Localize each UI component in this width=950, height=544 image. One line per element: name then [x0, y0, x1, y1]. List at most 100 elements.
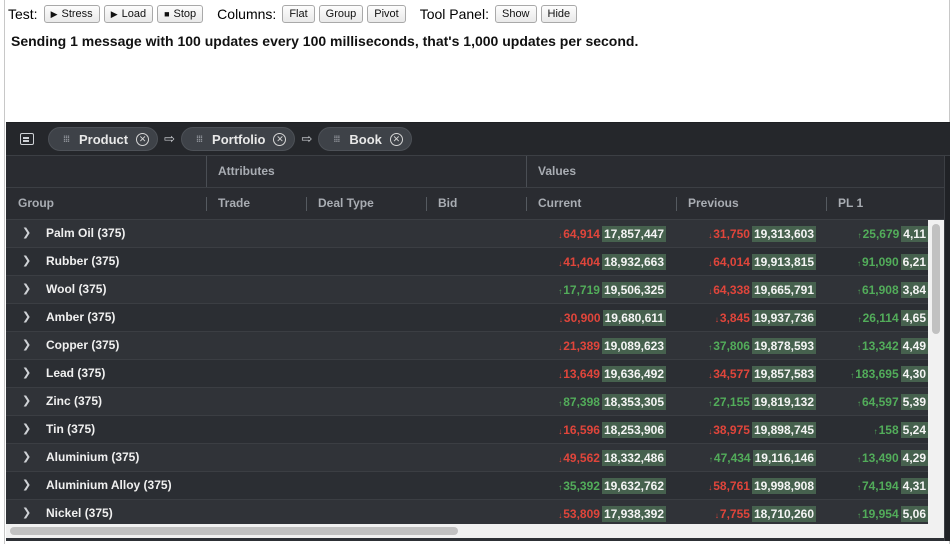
previous-delta: ↓58,761 — [708, 478, 750, 493]
chevron-right-icon[interactable]: ❯ — [22, 339, 32, 351]
vertical-scroll-thumb[interactable] — [932, 224, 940, 334]
chevron-right-icon[interactable]: ❯ — [22, 227, 32, 239]
row-group-chip-label: Portfolio — [212, 131, 266, 147]
pl1-cell: ↑64,597 5,39 — [816, 388, 928, 415]
column-resize-handle[interactable] — [826, 197, 827, 211]
current-cell: ↓53,809 17,938,392 — [526, 500, 666, 527]
previous-value: 19,898,745 — [751, 421, 816, 438]
current-cell: ↓13,649 19,636,492 — [526, 360, 666, 387]
current-delta: ↑17,719 — [558, 282, 600, 297]
table-row[interactable]: ❯ Rubber (375) ↓41,404 18,932,663 ↓64,01… — [6, 248, 928, 276]
table-row[interactable]: ❯ Amber (375) ↓30,900 19,680,611 ↓3,845 … — [6, 304, 928, 332]
delta-arrow-icon: ↑ — [708, 454, 713, 464]
table-row[interactable]: ❯ Aluminium (375) ↓49,562 18,332,486 ↑47… — [6, 444, 928, 472]
horizontal-scroll-thumb[interactable] — [10, 527, 458, 535]
hide-button[interactable]: Hide — [540, 5, 578, 23]
chevron-right-icon[interactable]: ❯ — [22, 395, 32, 407]
current-delta: ↓21,389 — [558, 338, 600, 353]
row-group-drop-zone[interactable]: ⁞⁞⁞ Product ✕ ⇨ ⁞⁞⁞ Portfolio ✕ ⇨ ⁞⁞⁞ Bo… — [6, 123, 950, 156]
remove-icon[interactable]: ✕ — [136, 132, 150, 146]
delta-arrow-icon: ↑ — [857, 314, 862, 324]
column-resize-handle[interactable] — [306, 197, 307, 211]
pivot-button[interactable]: Pivot — [367, 5, 406, 23]
current-cell: ↓64,914 17,857,447 — [526, 220, 666, 247]
column-resize-handle[interactable] — [206, 197, 207, 211]
delta-arrow-icon: ↓ — [708, 426, 713, 436]
chevron-right-icon[interactable]: ❯ — [22, 451, 32, 463]
chevron-right-icon[interactable]: ❯ — [22, 283, 32, 295]
column-resize-handle[interactable] — [426, 197, 427, 211]
table-row[interactable]: ❯ Nickel (375) ↓53,809 17,938,392 ↓7,755… — [6, 500, 928, 528]
drag-handle-icon[interactable]: ⁞⁞⁞ — [333, 134, 340, 144]
header-group-separator — [526, 156, 527, 187]
pl1-value: 4,65 — [900, 309, 928, 326]
pl1-delta: ↑13,342 — [856, 338, 899, 353]
column-header-previous[interactable]: Previous — [688, 196, 739, 210]
show-button[interactable]: Show — [494, 5, 537, 23]
column-header-trade[interactable]: Trade — [218, 196, 251, 210]
chevron-right-icon[interactable]: ❯ — [22, 367, 32, 379]
table-row[interactable]: ❯ Zinc (375) ↑87,398 18,353,305 ↑27,155 … — [6, 388, 928, 416]
header-group-attributes[interactable]: Attributes — [218, 164, 275, 178]
column-header-group[interactable]: Group — [18, 196, 54, 210]
group-cell: Nickel (375) — [46, 506, 113, 520]
group-cell: Lead (375) — [46, 366, 106, 380]
current-cell: ↑17,719 19,506,325 — [526, 276, 666, 303]
previous-delta: ↓64,014 — [708, 254, 750, 269]
chevron-right-icon[interactable]: ❯ — [22, 479, 32, 491]
row-group-chip-portfolio[interactable]: ⁞⁞⁞ Portfolio ✕ — [181, 127, 296, 151]
table-row[interactable]: ❯ Wool (375) ↑17,719 19,506,325 ↓64,338 … — [6, 276, 928, 304]
tool-panel-strip[interactable] — [944, 156, 950, 541]
column-header-bid[interactable]: Bid — [438, 196, 458, 210]
row-group-chip-product[interactable]: ⁞⁞⁞ Product ✕ — [48, 127, 159, 151]
previous-value: 19,116,146 — [752, 449, 816, 466]
column-header-current[interactable]: Current — [538, 196, 582, 210]
delta-arrow-icon: ↑ — [558, 482, 563, 492]
load-button[interactable]: ▶ Load — [103, 5, 154, 23]
table-row[interactable]: ❯ Aluminium Alloy (375) ↑35,392 19,632,7… — [6, 472, 928, 500]
current-delta: ↓16,596 — [558, 422, 600, 437]
test-toolbar: Test: ▶ Stress ▶ Load ■ Stop Columns: Flat … — [8, 4, 579, 24]
column-resize-handle[interactable] — [676, 197, 677, 211]
delta-arrow-icon: ↑ — [558, 398, 563, 408]
header-group-values[interactable]: Values — [538, 164, 577, 178]
flat-button[interactable]: Flat — [282, 5, 315, 23]
table-row[interactable]: ❯ Lead (375) ↓13,649 19,636,492 ↓34,577 … — [6, 360, 928, 388]
horizontal-scrollbar[interactable] — [6, 524, 944, 538]
chevron-right-icon[interactable]: ❯ — [22, 255, 32, 267]
previous-value: 19,913,815 — [751, 253, 816, 270]
pl1-delta: ↑61,908 — [856, 282, 899, 297]
chevron-right-icon[interactable]: ❯ — [22, 423, 32, 435]
previous-cell: ↓38,975 19,898,745 — [676, 416, 816, 443]
chevron-right-icon[interactable]: ❯ — [22, 507, 32, 519]
stress-button-label: Stress — [61, 8, 93, 20]
group-button[interactable]: Group — [318, 5, 364, 23]
delta-arrow-icon: ↓ — [558, 426, 563, 436]
delta-arrow-icon: ↓ — [714, 510, 719, 520]
group-cell: Rubber (375) — [46, 254, 120, 268]
remove-icon[interactable]: ✕ — [389, 132, 403, 146]
column-header-deal-type[interactable]: Deal Type — [318, 196, 374, 210]
table-row[interactable]: ❯ Copper (375) ↓21,389 19,089,623 ↑37,80… — [6, 332, 928, 360]
drag-handle-icon[interactable]: ⁞⁞⁞ — [63, 134, 70, 144]
column-resize-handle[interactable] — [526, 197, 527, 211]
delta-arrow-icon: ↓ — [708, 230, 713, 240]
table-row[interactable]: ❯ Palm Oil (375) ↓64,914 17,857,447 ↓31,… — [6, 220, 928, 248]
previous-delta: ↓31,750 — [708, 226, 750, 241]
previous-cell: ↑47,434 19,116,146 — [676, 444, 816, 471]
group-cell: Zinc (375) — [46, 394, 103, 408]
row-group-chip-book[interactable]: ⁞⁞⁞ Book ✕ — [318, 127, 412, 151]
remove-icon[interactable]: ✕ — [273, 132, 287, 146]
chevron-right-icon[interactable]: ❯ — [22, 311, 32, 323]
load-button-label: Load — [121, 8, 147, 20]
table-row[interactable]: ❯ Tin (375) ↓16,596 18,253,906 ↓38,975 1… — [6, 416, 928, 444]
vertical-scrollbar[interactable] — [928, 220, 944, 530]
pl1-delta: ↑183,695 — [850, 366, 899, 381]
current-value: 19,089,623 — [601, 337, 666, 354]
drag-handle-icon[interactable]: ⁞⁞⁞ — [196, 134, 203, 144]
stress-button[interactable]: ▶ Stress — [43, 5, 100, 23]
stop-button[interactable]: ■ Stop — [157, 5, 204, 23]
column-header-pl1[interactable]: PL 1 — [838, 196, 864, 210]
current-delta: ↑87,398 — [558, 394, 600, 409]
previous-delta: ↑37,806 — [708, 338, 750, 353]
